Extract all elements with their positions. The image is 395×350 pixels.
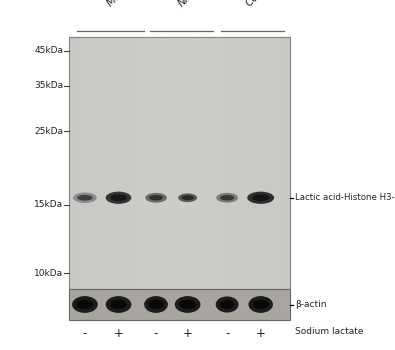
Ellipse shape <box>175 296 201 313</box>
Text: -: - <box>83 327 87 340</box>
Ellipse shape <box>110 300 127 309</box>
Text: +: + <box>256 327 265 340</box>
Ellipse shape <box>106 192 131 204</box>
Ellipse shape <box>72 296 98 313</box>
Bar <box>69 289 290 320</box>
Ellipse shape <box>252 194 269 201</box>
Text: 25kDa: 25kDa <box>34 127 63 136</box>
Text: C6: C6 <box>244 0 261 9</box>
Ellipse shape <box>149 300 164 309</box>
Bar <box>69 37 290 289</box>
Ellipse shape <box>220 300 235 309</box>
Ellipse shape <box>106 296 131 313</box>
Text: MCF7: MCF7 <box>105 0 133 9</box>
Text: 10kDa: 10kDa <box>34 268 63 278</box>
Ellipse shape <box>178 193 197 202</box>
Ellipse shape <box>216 296 239 313</box>
Ellipse shape <box>179 300 196 309</box>
Text: Sodium lactate: Sodium lactate <box>295 327 364 336</box>
Ellipse shape <box>220 195 234 201</box>
Ellipse shape <box>253 300 269 309</box>
Ellipse shape <box>73 193 97 203</box>
Ellipse shape <box>110 194 127 201</box>
Text: -: - <box>225 327 229 340</box>
Text: 35kDa: 35kDa <box>34 81 63 90</box>
Ellipse shape <box>77 195 92 201</box>
Text: Lactic acid-Histone H3-K14: Lactic acid-Histone H3-K14 <box>295 193 395 202</box>
Text: +: + <box>182 327 193 340</box>
Ellipse shape <box>247 192 274 204</box>
Ellipse shape <box>216 193 238 203</box>
Ellipse shape <box>181 195 194 200</box>
Ellipse shape <box>149 195 163 201</box>
Text: -: - <box>154 327 158 340</box>
Ellipse shape <box>144 296 168 313</box>
Text: β-actin: β-actin <box>295 300 327 309</box>
Text: 45kDa: 45kDa <box>34 46 63 55</box>
Text: NIH/3T3: NIH/3T3 <box>177 0 213 9</box>
Text: +: + <box>114 327 123 340</box>
Ellipse shape <box>145 193 167 203</box>
Ellipse shape <box>248 296 273 313</box>
Ellipse shape <box>77 300 93 309</box>
Text: 15kDa: 15kDa <box>34 200 63 209</box>
